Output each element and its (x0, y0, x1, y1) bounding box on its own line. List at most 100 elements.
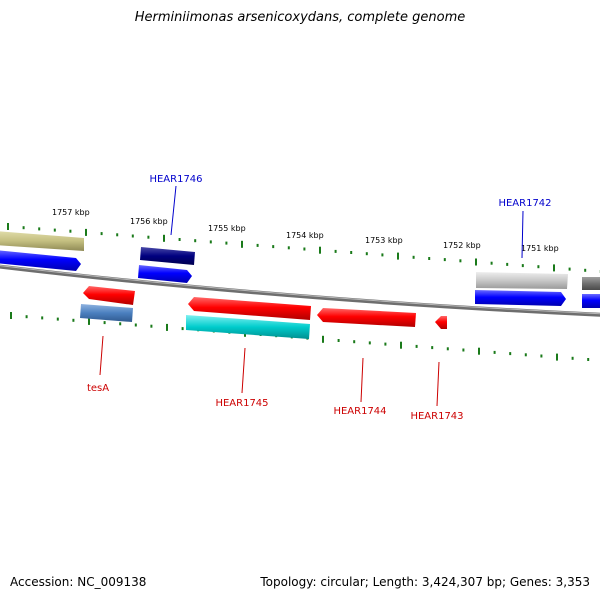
upper-ruler-minor-tick (256, 243, 259, 247)
accession-text: Accession: NC_009138 (10, 575, 147, 589)
map-title: Herminiimonas arsenicoxydans, complete g… (134, 10, 466, 25)
upper-ruler-minor-tick (69, 229, 72, 233)
ruler-label-1751: 1751 kbp (521, 244, 559, 253)
lower-ruler-minor-tick (493, 350, 496, 354)
feature-reverse-cds-hear1743[interactable] (435, 316, 447, 329)
upper-ruler-minor-tick (365, 252, 368, 256)
lower-ruler-minor-tick (72, 318, 75, 322)
upper-ruler-major-tick (475, 258, 477, 266)
upper-ruler-minor-tick (147, 235, 150, 239)
upper-ruler-major-tick (85, 228, 87, 236)
upper-ruler-minor-tick (459, 259, 462, 263)
upper-ruler-minor-tick (537, 265, 540, 269)
lower-ruler-minor-tick (337, 339, 340, 342)
upper-ruler-minor-tick (334, 249, 337, 253)
lower-ruler-major-tick (88, 317, 90, 325)
lower-ruler-minor-tick (540, 354, 543, 358)
lower-ruler-minor-tick (181, 327, 184, 331)
feature-forward-cds-right[interactable] (582, 294, 600, 308)
feature-cyan-hear1745[interactable] (186, 315, 310, 339)
feature-forward-cds-hear1746[interactable] (138, 265, 192, 283)
upper-ruler-minor-tick (53, 228, 56, 232)
upper-ruler-major-tick (553, 264, 555, 272)
ruler-label-1754: 1754 kbp (286, 231, 324, 240)
upper-ruler-minor-tick (22, 226, 25, 230)
genome-stats-text: Topology: circular; Length: 3,424,307 bp… (260, 575, 590, 589)
lower-ruler-minor-tick (119, 322, 122, 326)
upper-ruler-major-tick (397, 252, 399, 260)
gene-label-hear1742[interactable]: HEAR1742 (498, 198, 551, 209)
lower-ruler-minor-tick (462, 348, 465, 352)
upper-ruler-minor-tick (225, 241, 228, 245)
upper-ruler-minor-tick (287, 246, 290, 250)
upper-ruler-minor-tick (38, 227, 41, 231)
lower-ruler-minor-tick (431, 346, 434, 350)
lower-ruler-minor-tick (103, 321, 106, 325)
gene-label-hear1746[interactable]: HEAR1746 (149, 174, 202, 185)
upper-ruler-minor-tick (506, 262, 509, 266)
lower-ruler-major-tick (10, 312, 12, 319)
feature-reverse-cds-tesa[interactable] (83, 286, 135, 305)
gene-label-tesa[interactable]: tesA (87, 383, 109, 394)
upper-ruler-minor-tick (116, 233, 119, 237)
genome-backbone-highlight (0, 265, 600, 315)
upper-ruler-minor-tick (428, 257, 431, 260)
feature-navy-hear1746[interactable] (140, 247, 195, 265)
upper-ruler-minor-tick (209, 240, 212, 244)
lower-ruler-minor-tick (56, 317, 59, 321)
feature-reverse-cds-hear1744[interactable] (317, 308, 416, 327)
lower-ruler-minor-tick (368, 341, 371, 345)
upper-ruler-minor-tick (490, 261, 493, 265)
lower-ruler-minor-tick (41, 316, 44, 320)
lower-ruler-minor-tick (134, 323, 137, 327)
upper-ruler-minor-tick (350, 251, 353, 254)
upper-ruler-minor-tick (568, 267, 571, 271)
upper-ruler-minor-tick (194, 239, 197, 243)
upper-ruler-major-tick (241, 240, 243, 248)
upper-ruler-minor-tick (412, 255, 415, 259)
upper-ruler-minor-tick (381, 253, 384, 257)
feature-reverse-cds-hear1745[interactable] (188, 297, 311, 320)
ruler-label-1755: 1755 kbp (208, 224, 246, 233)
upper-ruler-major-tick (319, 246, 321, 254)
feature-lightgray-hear1742[interactable] (476, 272, 568, 289)
upper-ruler-ticks (7, 223, 600, 273)
lower-ruler-major-tick (322, 335, 324, 343)
feature-darkgray-right[interactable] (582, 277, 600, 290)
lower-ruler-minor-tick (587, 358, 590, 361)
upper-ruler-minor-tick (131, 234, 134, 238)
upper-ruler-minor-tick (443, 258, 446, 262)
lower-ruler-major-tick (166, 323, 168, 331)
lower-ruler-minor-tick (353, 340, 356, 344)
upper-ruler-minor-tick (584, 268, 587, 272)
gene-label-hear1745[interactable]: HEAR1745 (215, 398, 268, 409)
genome-backbone (0, 264, 600, 317)
gene-label-hear1744[interactable]: HEAR1744 (333, 406, 386, 417)
feature-forward-cds-left[interactable] (0, 250, 81, 271)
leader-line-hear1744 (360, 357, 364, 403)
lower-ruler-minor-tick (524, 353, 527, 357)
lower-ruler-minor-tick (415, 344, 418, 348)
ruler-label-1752: 1752 kbp (443, 241, 481, 250)
lower-ruler-minor-tick (571, 356, 574, 360)
leader-line-hear1746 (170, 185, 177, 236)
leader-line-hear1742 (521, 210, 524, 259)
lower-ruler-minor-tick (446, 347, 449, 351)
lower-ruler-major-tick (556, 353, 558, 361)
lower-ruler-minor-tick (384, 342, 387, 346)
leader-line-hear1743 (436, 361, 440, 407)
gene-label-hear1743[interactable]: HEAR1743 (410, 411, 463, 422)
lower-ruler-major-tick (478, 347, 480, 355)
upper-ruler-minor-tick (178, 238, 181, 241)
lower-ruler-minor-tick (25, 315, 28, 319)
upper-ruler-minor-tick (272, 245, 275, 249)
feature-steelblue-tesa[interactable] (80, 304, 133, 322)
lower-ruler-minor-tick (150, 324, 153, 328)
feature-olive[interactable] (0, 231, 84, 251)
leader-line-tesa (99, 335, 104, 376)
feature-forward-cds-hear1742[interactable] (475, 290, 566, 306)
upper-ruler-major-tick (163, 234, 165, 242)
lower-ruler-major-tick (400, 341, 402, 349)
